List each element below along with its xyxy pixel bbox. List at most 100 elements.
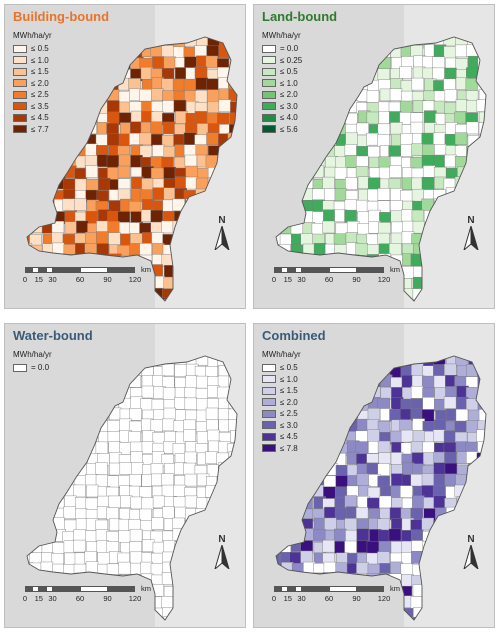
municipality <box>344 144 358 157</box>
municipality <box>52 375 66 388</box>
municipality <box>389 165 402 178</box>
municipality <box>130 300 143 301</box>
municipality <box>280 476 294 489</box>
municipality <box>302 616 315 620</box>
municipality <box>369 289 382 301</box>
municipality <box>53 67 67 81</box>
municipality <box>366 462 380 476</box>
municipality <box>95 134 109 147</box>
municipality <box>324 67 337 80</box>
municipality <box>32 618 45 620</box>
municipality <box>276 221 282 234</box>
municipality <box>444 363 457 377</box>
municipality <box>433 132 446 146</box>
municipality <box>29 573 42 587</box>
municipality <box>324 517 337 531</box>
municipality <box>73 563 87 577</box>
municipality <box>390 561 403 575</box>
municipality <box>27 451 32 464</box>
municipality <box>74 77 87 90</box>
municipality <box>97 298 111 301</box>
municipality <box>174 506 187 520</box>
municipality <box>73 608 87 620</box>
municipality <box>454 44 468 58</box>
municipality <box>389 88 403 101</box>
legend-item: ≤ 2.0 <box>13 78 49 90</box>
municipality <box>312 452 325 466</box>
municipality <box>85 165 98 178</box>
legend-swatch <box>13 90 27 99</box>
municipality <box>27 442 32 455</box>
municipality <box>130 211 143 224</box>
legend-swatch <box>13 125 27 134</box>
municipality <box>335 78 348 92</box>
municipality <box>129 254 142 268</box>
scale-segment <box>329 586 357 592</box>
municipality <box>292 287 305 300</box>
municipality <box>346 386 359 399</box>
municipality <box>322 364 336 377</box>
municipality <box>27 397 34 410</box>
municipality <box>345 46 359 59</box>
municipality <box>120 287 133 300</box>
municipality <box>323 55 336 69</box>
legend-item: = 0.0 <box>13 362 49 374</box>
legend-item: ≤ 1.5 <box>262 385 298 397</box>
municipality <box>324 506 337 520</box>
country-outline <box>26 355 238 621</box>
municipality <box>97 46 110 59</box>
legend-label: ≤ 2.0 <box>280 397 298 407</box>
municipality <box>119 365 133 378</box>
municipality <box>280 606 293 620</box>
municipality <box>366 111 380 125</box>
municipality <box>43 475 56 489</box>
municipality <box>27 157 32 170</box>
scale-tick-label: 120 <box>377 275 391 284</box>
municipality <box>344 407 358 420</box>
legend-item: ≤ 2.5 <box>262 408 298 420</box>
municipality <box>184 56 197 69</box>
municipality <box>378 617 391 620</box>
municipality <box>108 407 122 421</box>
legend-swatch <box>262 421 276 430</box>
municipality <box>313 80 326 93</box>
municipality <box>276 496 283 510</box>
municipality <box>454 420 467 434</box>
municipality <box>118 154 131 168</box>
municipality <box>300 210 314 224</box>
municipality <box>280 573 293 587</box>
municipality <box>141 618 155 620</box>
municipality <box>42 155 55 169</box>
municipality <box>278 462 292 475</box>
municipality <box>377 123 391 137</box>
municipality <box>205 55 219 69</box>
municipality <box>141 289 155 301</box>
municipality <box>63 78 77 92</box>
municipality <box>129 541 142 554</box>
legend-swatch <box>262 386 276 395</box>
municipality <box>335 475 349 488</box>
municipality <box>27 387 32 401</box>
municipality <box>323 209 336 222</box>
municipality <box>52 88 66 101</box>
scale-segment <box>45 586 53 592</box>
municipality <box>120 495 133 509</box>
municipality <box>290 209 303 223</box>
municipality <box>421 132 434 146</box>
municipality <box>109 462 122 476</box>
legend-item: ≤ 1.0 <box>13 55 49 67</box>
municipality <box>400 80 414 93</box>
municipality <box>389 507 403 520</box>
municipality <box>64 300 78 301</box>
municipality <box>390 430 403 444</box>
municipality <box>346 66 360 80</box>
municipality <box>73 254 87 268</box>
municipality <box>433 154 447 168</box>
municipality <box>63 377 77 390</box>
municipality <box>391 607 404 620</box>
municipality <box>73 123 86 136</box>
municipality <box>196 375 209 389</box>
municipality <box>107 420 121 433</box>
legend-swatch <box>262 56 276 65</box>
municipality <box>85 232 98 245</box>
